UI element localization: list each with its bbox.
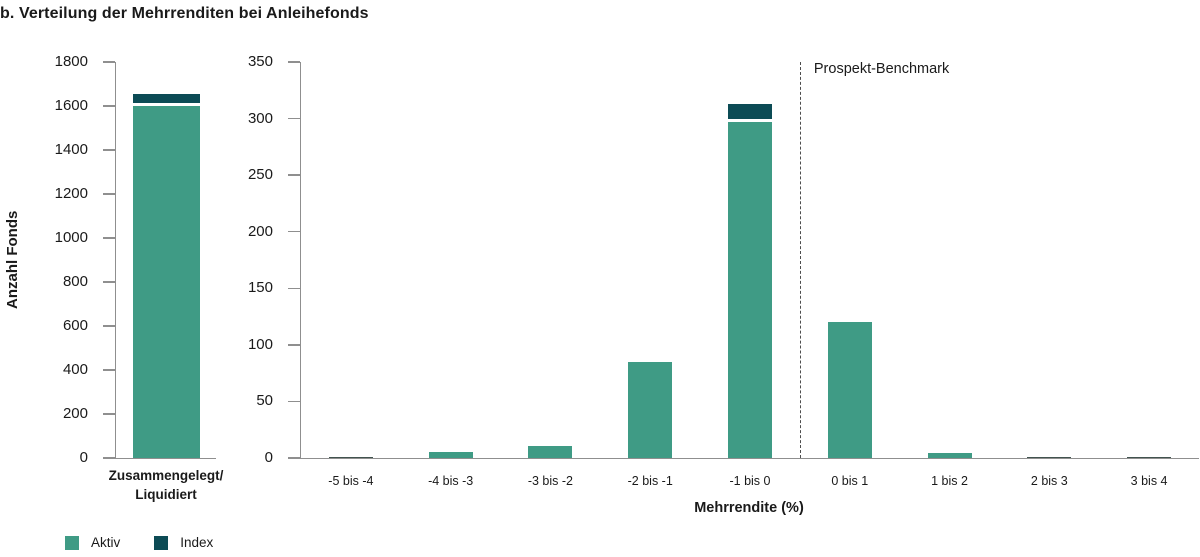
y-tick-mark [103,237,115,239]
y-tick-mark [103,413,115,415]
x-tick-label: 3 bis 4 [1130,474,1168,488]
y-tick-mark [288,400,300,403]
benchmark-line [799,62,801,458]
x-tick-label: 0 bis 1 [831,474,869,488]
y-tick-mark [103,105,115,107]
y-tick-label: 1000 [54,229,88,246]
right-panel-plot-area: 0 50 100 150 200 250 300 350 -5 bis -4 -4 bis -3 -… [248,53,1199,488]
y-tick-mark [288,344,300,346]
legend-swatch-aktiv [65,535,79,550]
y-tick-mark [288,61,300,63]
bar-index [132,94,200,106]
y-tick-label: 300 [247,109,273,127]
bar-aktiv [132,106,200,458]
y-tick-label: 1800 [54,53,88,70]
y-tick-mark [103,61,115,63]
legend-label-index: Index [180,535,214,550]
y-tick-label: 250 [247,166,273,184]
bar-aktiv [628,361,673,458]
y-tick-label: 400 [62,361,88,378]
left-panel-plot-area: 0 200 400 600 800 1000 1200 1400 1600 1800 Zusamme… [55,53,224,502]
y-tick-label: 0 [264,449,273,466]
y-axis-title: Anzahl Fonds [4,210,21,310]
x-tick-label: -4 bis -3 [428,474,474,488]
category-label-line: Liquidiert [135,487,197,502]
y-tick-label: 150 [247,279,273,297]
benchmark-label: Prospekt-Benchmark [813,61,950,77]
x-axis-title: Mehrrendite (%) [694,500,804,516]
y-tick-label: 350 [247,53,273,70]
bar-aktiv [1027,456,1072,458]
y-tick-label: 1400 [54,141,88,158]
y-tick-label: 800 [62,273,88,290]
x-tick-label: -2 bis -1 [627,474,673,488]
chart-title: b. Verteilung der Mehrrenditen bei Anlei… [0,5,369,22]
bar-index [728,104,772,122]
x-tick-label: -5 bis -4 [328,474,374,488]
y-tick-mark [103,193,115,195]
bar-aktiv [428,452,473,458]
y-tick-mark [103,325,115,327]
y-tick-mark [288,457,300,459]
y-tick-mark [103,369,115,371]
legend-swatch-index [154,535,169,550]
bar-aktiv [927,453,972,458]
x-tick-label: -1 bis 0 [729,474,771,488]
y-tick-mark [288,230,300,233]
y-tick-mark [288,174,300,176]
x-tick-label: 1 bis 2 [931,474,968,488]
y-tick-label: 1600 [54,97,88,114]
bar-aktiv [328,456,373,458]
y-tick-mark [103,457,115,459]
bar-aktiv [528,445,573,458]
legend: Aktiv Index [65,535,247,550]
bar-aktiv [1127,456,1172,458]
y-tick-mark [103,281,115,283]
y-tick-label: 50 [256,392,273,410]
y-tick-mark [288,117,300,120]
y-tick-label: 200 [247,222,273,240]
y-tick-label: 1200 [54,185,88,202]
bar-aktiv [827,322,872,458]
y-tick-label: 0 [79,449,88,466]
y-tick-label: 200 [62,405,88,422]
bar-aktiv [728,121,772,458]
x-tick-label: 2 bis 3 [1030,474,1068,488]
x-tick-label: -3 bis -2 [527,474,573,488]
y-tick-mark [288,287,300,290]
category-label: Zusammengelegt/Liquidiert [76,466,256,504]
y-tick-label: 100 [247,335,273,353]
y-tick-mark [103,149,115,151]
legend-label-aktiv: Aktiv [91,535,121,550]
category-label-line: Zusammengelegt/ [108,468,224,483]
y-tick-label: 600 [62,317,88,334]
